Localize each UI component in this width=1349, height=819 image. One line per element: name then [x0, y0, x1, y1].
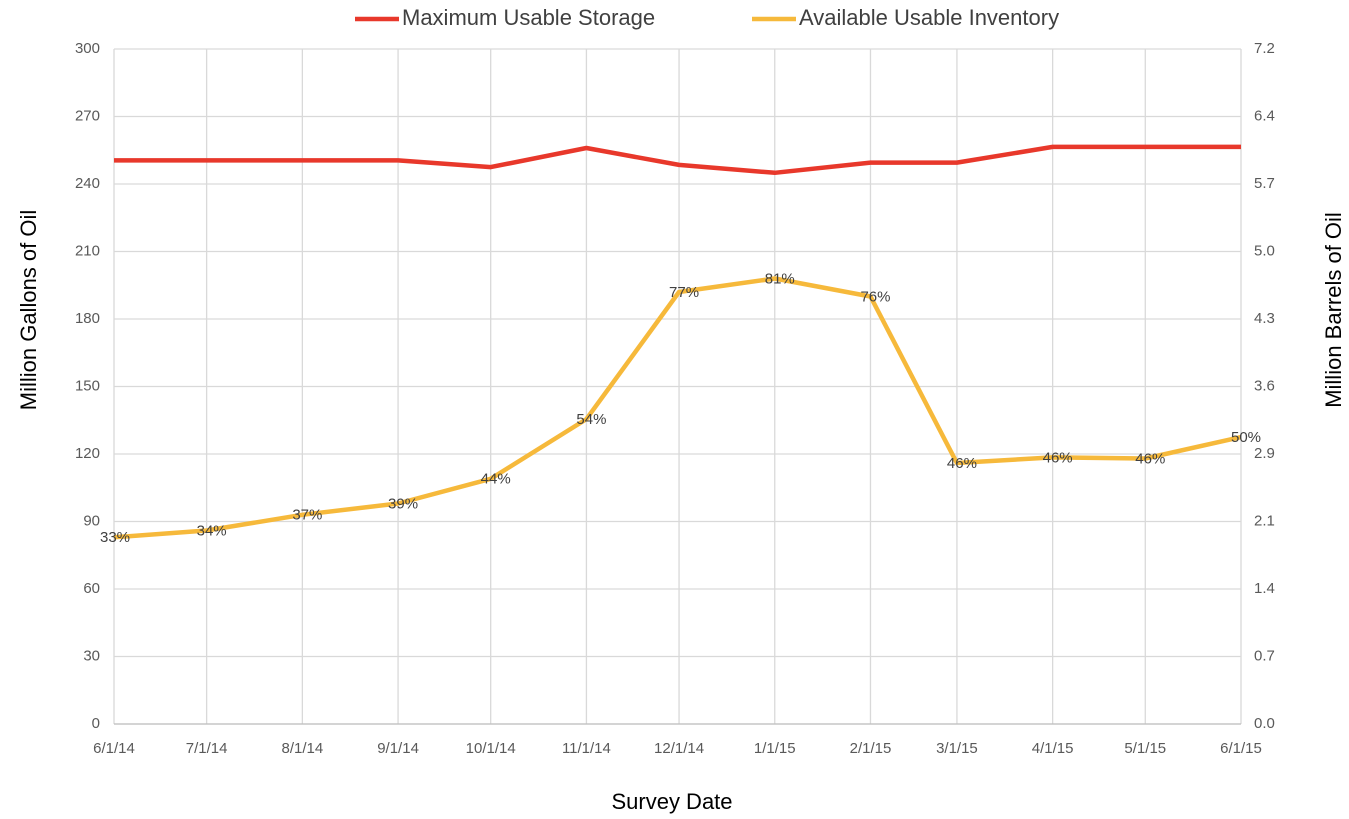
x-tick-label: 12/1/14	[654, 740, 704, 757]
x-tick-label: 3/1/15	[936, 740, 978, 757]
y2-axis-title: Million Barrels of Oil	[1321, 212, 1346, 408]
y-tick-label: 180	[75, 310, 100, 327]
y2-tick-label: 0.0	[1254, 715, 1275, 732]
y2-tick-label: 3.6	[1254, 377, 1275, 394]
legend-label: Maximum Usable Storage	[402, 5, 655, 30]
y2-tick-label: 5.7	[1254, 175, 1275, 192]
data-label: 33%	[100, 529, 130, 546]
y-tick-label: 300	[75, 40, 100, 57]
y2-tick-label: 0.7	[1254, 647, 1275, 664]
x-tick-label: 6/1/14	[93, 740, 135, 757]
y2-tick-label: 6.4	[1254, 107, 1275, 124]
x-tick-label: 2/1/15	[850, 740, 892, 757]
y-tick-label: 210	[75, 242, 100, 259]
data-label: 46%	[1135, 450, 1165, 467]
y-tick-label: 150	[75, 377, 100, 394]
x-tick-label: 9/1/14	[377, 740, 419, 757]
y2-tick-label: 5.0	[1254, 242, 1275, 259]
series-line	[113, 276, 1242, 540]
y-tick-label: 0	[92, 715, 100, 732]
y-tick-label: 60	[83, 580, 100, 597]
x-tick-label: 11/1/14	[562, 740, 611, 757]
y-tick-label: 90	[83, 512, 100, 529]
y2-tick-label: 7.2	[1254, 40, 1275, 57]
x-tick-label: 8/1/14	[281, 740, 323, 757]
x-tick-label: 10/1/14	[466, 740, 516, 757]
y-tick-label: 30	[83, 647, 100, 664]
data-label: 46%	[947, 455, 977, 472]
y2-tick-label: 2.9	[1254, 445, 1275, 462]
data-label: 46%	[1043, 449, 1073, 466]
data-label: 34%	[197, 522, 227, 539]
x-axis-title: Survey Date	[611, 789, 732, 814]
data-label: 81%	[765, 270, 795, 287]
y-tick-label: 240	[75, 175, 100, 192]
data-label: 77%	[669, 284, 699, 301]
y2-tick-label: 2.1	[1254, 512, 1275, 529]
x-tick-label: 4/1/15	[1032, 740, 1074, 757]
data-label: 76%	[860, 288, 890, 305]
y-tick-label: 270	[75, 107, 100, 124]
data-label: 44%	[481, 471, 511, 488]
data-label: 54%	[576, 411, 606, 428]
x-tick-label: 6/1/15	[1220, 740, 1262, 757]
data-label: 37%	[292, 507, 322, 524]
y2-tick-label: 4.3	[1254, 310, 1275, 327]
y2-tick-label: 1.4	[1254, 580, 1275, 597]
y-axis-title: Million Gallons of Oil	[16, 210, 41, 411]
x-tick-label: 5/1/15	[1124, 740, 1166, 757]
data-label: 39%	[388, 495, 418, 512]
x-tick-label: 7/1/14	[186, 740, 228, 757]
legend-label: Available Usable Inventory	[799, 5, 1059, 30]
y-tick-label: 120	[75, 445, 100, 462]
series-line	[114, 144, 1241, 176]
data-label: 50%	[1231, 429, 1261, 446]
x-tick-label: 1/1/15	[754, 740, 796, 757]
